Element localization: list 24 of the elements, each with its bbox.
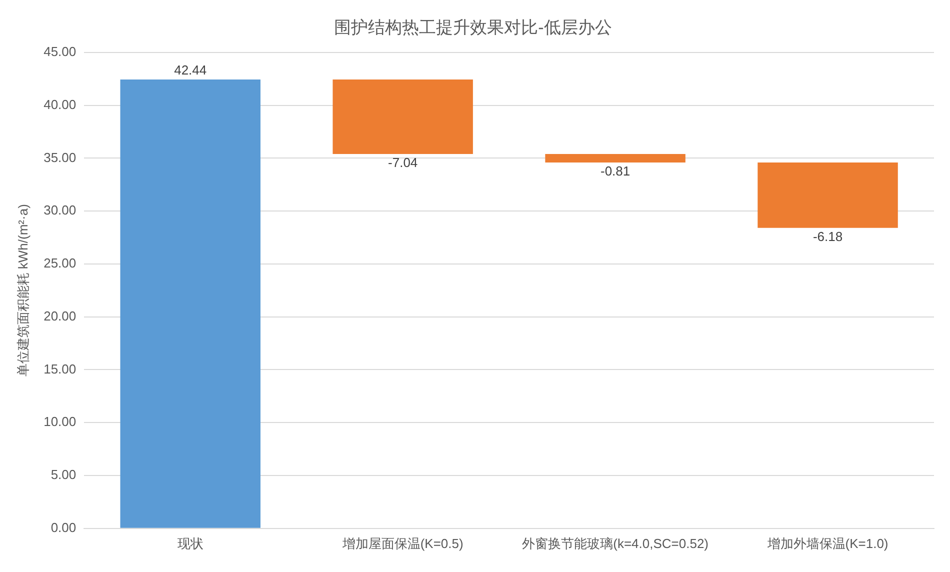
x-tick-label: 增加屋面保温(K=0.5) xyxy=(341,536,464,551)
bar xyxy=(758,162,898,228)
x-tick-label: 增加外墙保温(K=1.0) xyxy=(766,536,888,551)
bar xyxy=(545,154,686,163)
data-label: -7.04 xyxy=(388,155,418,170)
x-tick-label: 外窗换节能玻璃(k=4.0,SC=0.52) xyxy=(522,536,708,551)
y-tick-label: 15.00 xyxy=(44,361,76,376)
data-label: 42.44 xyxy=(174,62,207,78)
y-tick-label: 5.00 xyxy=(50,467,76,482)
y-tick-label: 20.00 xyxy=(44,308,76,324)
y-tick-label: 10.00 xyxy=(44,414,76,430)
y-axis-title: 单位建筑面积能耗 kWh/(m²·a) xyxy=(15,204,30,377)
y-tick-label: 25.00 xyxy=(44,256,76,271)
y-tick-label: 0.00 xyxy=(50,520,76,535)
y-tick-label: 35.00 xyxy=(44,150,76,165)
bar xyxy=(120,79,260,528)
bar xyxy=(332,79,473,154)
chart-title: 围护结构热工提升效果对比-低层办公 xyxy=(334,18,612,37)
data-label: -0.81 xyxy=(600,164,630,179)
y-tick-label: 30.00 xyxy=(44,202,76,218)
y-tick-label: 40.00 xyxy=(44,96,76,112)
data-label: -6.18 xyxy=(812,228,843,244)
x-tick-label: 现状 xyxy=(177,536,204,551)
y-tick-label: 45.00 xyxy=(44,44,76,59)
